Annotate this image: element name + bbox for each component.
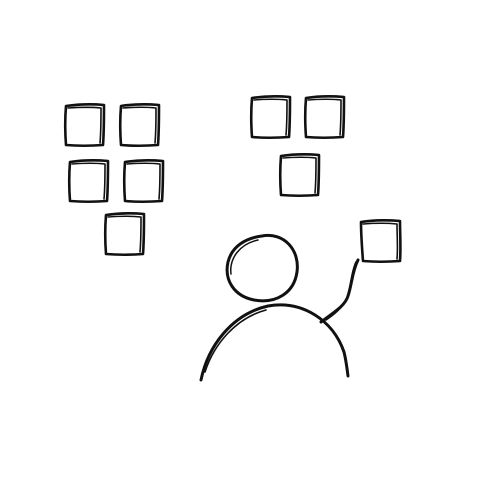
held-sticky-note — [359, 219, 402, 264]
person-head — [225, 233, 299, 303]
sticky-note — [63, 103, 106, 148]
person-raised-arm-inner-stroke — [325, 261, 357, 321]
person-figure — [199, 233, 360, 382]
left-sticky-note-cluster — [63, 103, 165, 257]
sticky-note — [118, 103, 161, 148]
person-raised-arm — [319, 258, 360, 324]
sticky-note — [303, 95, 346, 140]
person-body — [199, 303, 350, 382]
sticky-note — [278, 153, 321, 198]
sticky-note — [103, 212, 146, 257]
sticky-note — [67, 159, 110, 204]
person-body-inner-stroke — [204, 309, 267, 373]
person-head-outline-stroke — [230, 239, 259, 275]
sticky-note — [122, 159, 165, 204]
sticky-note — [249, 95, 292, 140]
right-sticky-note-cluster — [249, 95, 346, 198]
